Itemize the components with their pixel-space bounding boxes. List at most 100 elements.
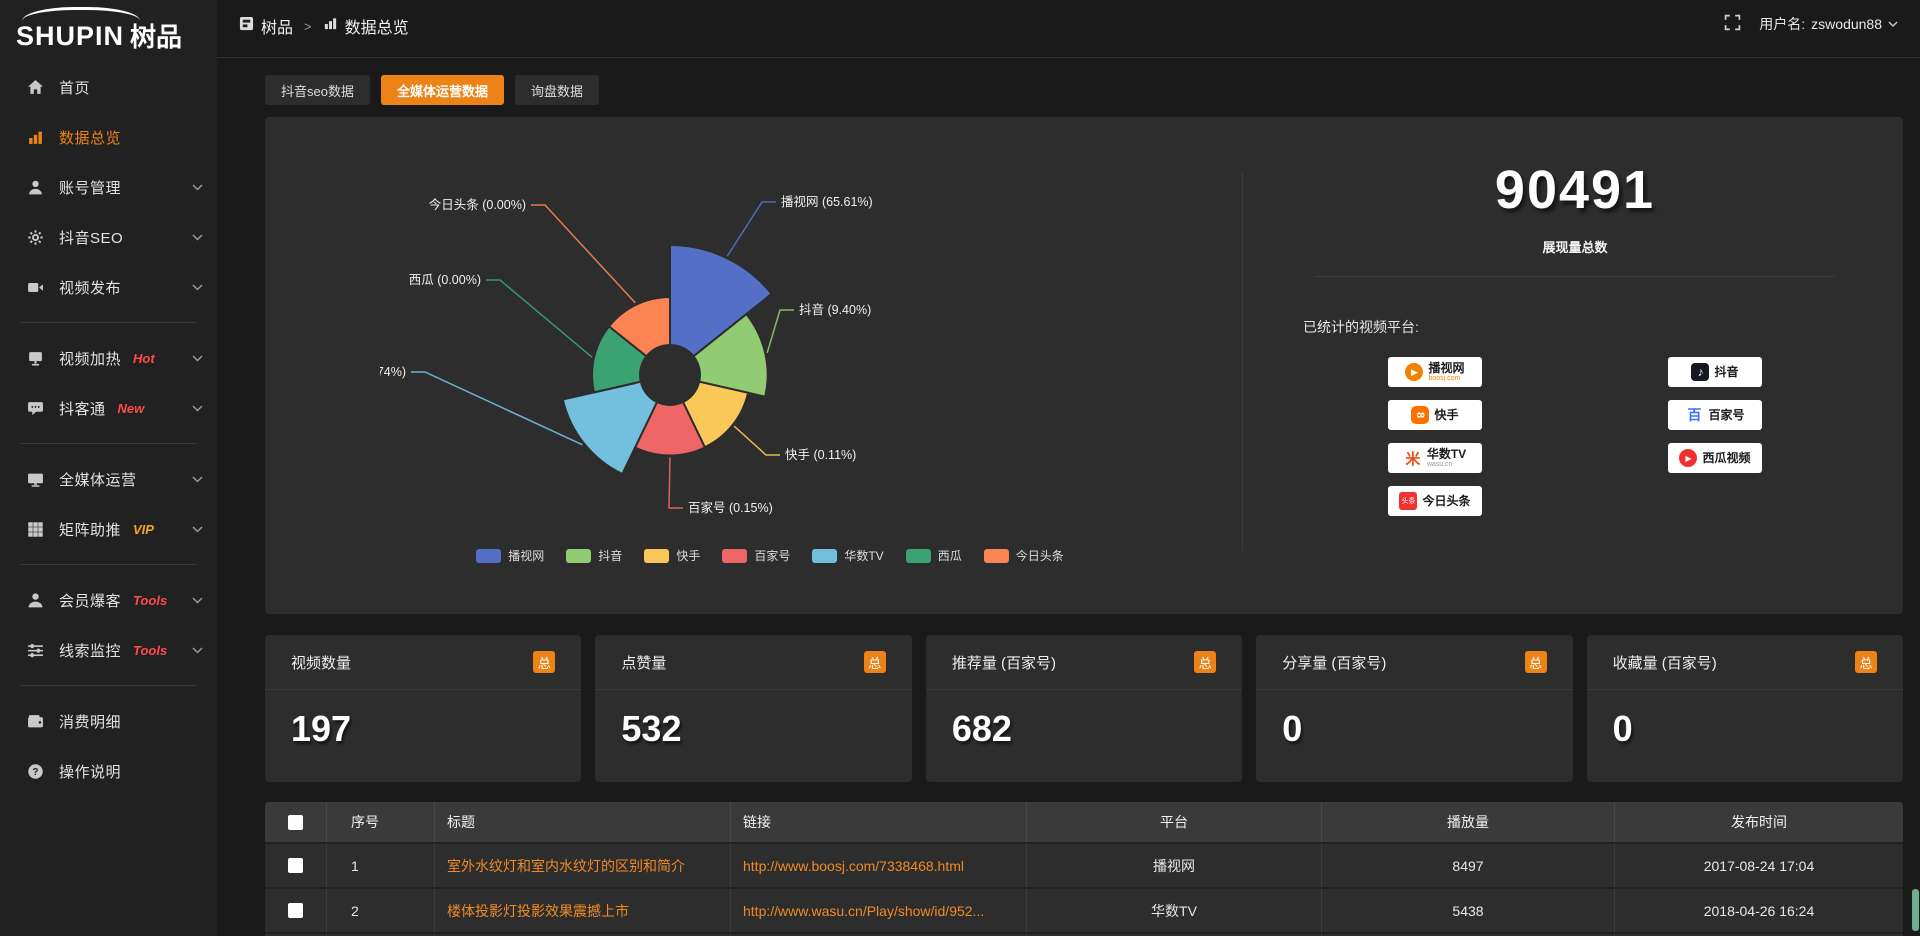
pie-slice-wasu[interactable] <box>561 380 659 476</box>
stat-card-header: 视频数量 总 <box>265 635 582 690</box>
breadcrumb-root[interactable]: 树品 <box>261 20 294 37</box>
overview-chart-panel: 播视网 (65.61%) 抖音 (9.40%) 快手 (0.11%) 百家号 (0.1… <box>265 117 1903 614</box>
legend-item-toutiao[interactable]: 今日头条 <box>983 547 1064 564</box>
sidebar-item-douketong[interactable]: 抖客通 New <box>0 383 217 433</box>
pie-label-xigua: 西瓜 (0.00%) <box>409 273 481 287</box>
sidebar-item-label: 全媒体运营 <box>59 471 137 489</box>
total-badge[interactable]: 总 <box>1194 651 1217 673</box>
cell-url-link[interactable]: http://www.wasu.cn/Play/show/id/952... <box>731 889 1027 932</box>
user-icon <box>27 179 44 196</box>
cell-plays: 5438 <box>1322 889 1615 932</box>
breadcrumb: 树品 > 数据总览 <box>239 14 409 38</box>
sidebar-item-omnimedia-operation[interactable]: 全媒体运营 <box>0 454 217 504</box>
stat-card-title: 视频数量 <box>291 654 352 672</box>
sidebar-item-home[interactable]: 首页 <box>0 62 217 112</box>
sidebar-item-video-heating[interactable]: 视频加热 Hot <box>0 333 217 383</box>
app-logo[interactable]: SHUPIN 树品 <box>0 0 217 58</box>
logo-brand-cn: 树品 <box>130 22 183 52</box>
chevron-down-icon <box>1888 21 1898 27</box>
platform-name: 播视网 <box>1428 360 1465 375</box>
column-header-title: 标题 <box>435 802 731 842</box>
pie-label-line-xigua <box>486 279 593 358</box>
pie-slice-boosj[interactable] <box>669 243 774 358</box>
pie-label-toutiao: 今日头条 (0.00%) <box>429 197 526 212</box>
chevron-down-icon <box>192 646 203 654</box>
platform-badge-toutiao[interactable]: 头条 今日头条 <box>1388 486 1482 516</box>
platform-badge-xigua[interactable]: ▶ 西瓜视频 <box>1668 443 1762 473</box>
legend-label: 抖音 <box>598 549 623 563</box>
douyin-logo: ♪ <box>1691 363 1710 381</box>
sidebar-item-consumption-details[interactable]: 消费明细 <box>0 696 217 746</box>
sidebar-item-operation-guide[interactable]: ? 操作说明 <box>0 746 217 796</box>
platform-badge-kuaishou[interactable]: 8 快手 <box>1388 400 1482 430</box>
platform-badge-boosj[interactable]: ▶ 播视网 boosj.com <box>1388 357 1482 387</box>
cell-index: 1 <box>327 844 435 887</box>
chevron-down-icon <box>192 475 203 483</box>
logo-arc-decoration <box>22 7 140 21</box>
legend-item-kuaishou[interactable]: 快手 <box>644 547 700 564</box>
pie-slice-baijiahao[interactable] <box>633 400 707 457</box>
sidebar-item-douyin-seo[interactable]: 抖音SEO <box>0 212 217 262</box>
platform-badge-douyin[interactable]: ♪ 抖音 <box>1668 357 1762 387</box>
impressions-total-label: 展现量总数 <box>1542 240 1608 255</box>
legend-item-xigua[interactable]: 西瓜 <box>905 547 962 564</box>
video-camera-icon <box>27 279 44 296</box>
stat-card-value: 682 <box>951 708 1012 749</box>
sidebar-item-label: 数据总览 <box>59 129 122 147</box>
sidebar-divider <box>20 685 197 686</box>
pie-label-wasu: 华数TV (24.74%) <box>380 364 406 379</box>
legend-label: 今日头条 <box>1015 549 1064 563</box>
pie-slice-xigua[interactable] <box>591 324 648 394</box>
tab-omnimedia-operation-data[interactable]: 全媒体运营数据 <box>380 75 504 105</box>
platform-badge-wasu[interactable]: 米 华数TV wasu.cn <box>1388 443 1482 473</box>
summary-divider <box>1315 276 1835 277</box>
gear-icon <box>27 229 44 246</box>
sidebar-item-lead-monitoring[interactable]: 线索监控 Tools <box>0 625 217 675</box>
legend-item-baijiahao[interactable]: 百家号 <box>722 547 790 564</box>
legend-swatch <box>905 548 931 563</box>
row-checkbox[interactable] <box>288 903 303 918</box>
total-badge[interactable]: 总 <box>533 651 556 673</box>
pie-slice-douyin[interactable] <box>692 312 769 398</box>
sidebar-item-label: 线索监控 <box>59 642 122 660</box>
stat-card-value: 197 <box>291 708 352 749</box>
platform-badge-baijiahao[interactable]: 百 百家号 <box>1668 400 1762 430</box>
nightingale-rose-chart: 播视网 (65.61%) 抖音 (9.40%) 快手 (0.11%) 百家号 (0.1… <box>380 194 873 515</box>
select-all-checkbox[interactable] <box>288 814 303 830</box>
stat-card-value: 0 <box>1282 708 1303 749</box>
stat-cards-row: 视频数量 总 197 点赞量 总 532 推荐量 (百家号) 总 682 分享量… <box>265 635 1904 782</box>
cell-url-link[interactable]: http://www.boosj.com/7338468.html <box>731 844 1027 887</box>
column-header-link: 链接 <box>731 802 1027 842</box>
row-checkbox[interactable] <box>288 858 303 873</box>
logo-brand-en: SHUPIN <box>16 21 125 51</box>
stat-card-header: 收藏量 (百家号) 总 <box>1586 635 1904 690</box>
tab-inquiry-data[interactable]: 询盘数据 <box>514 75 599 105</box>
pie-slice-toutiao[interactable] <box>607 295 671 358</box>
platform-name: 西瓜视频 <box>1702 450 1751 465</box>
total-badge[interactable]: 总 <box>863 651 886 673</box>
total-badge[interactable]: 总 <box>1855 651 1878 673</box>
member-icon <box>27 592 44 609</box>
toutiao-logo: 头条 <box>1399 492 1418 510</box>
sidebar-item-matrix-boost[interactable]: 矩阵助推 VIP <box>0 504 217 554</box>
fullscreen-icon[interactable] <box>1724 14 1741 34</box>
page-scrollbar-thumb[interactable] <box>1912 889 1919 931</box>
tab-douyin-seo-data[interactable]: 抖音seo数据 <box>265 75 370 105</box>
user-menu[interactable]: 用户名: zswodun88 <box>1759 14 1898 34</box>
top-bar: 树品 > 数据总览 用户名: zswodun88 <box>217 0 1920 58</box>
wallet-icon <box>27 713 44 730</box>
legend-label: 华数TV <box>844 549 884 563</box>
sidebar-item-video-publish[interactable]: 视频发布 <box>0 262 217 312</box>
sidebar-item-member-baoke[interactable]: 会员爆客 Tools <box>0 575 217 625</box>
legend-item-boosj[interactable]: 播视网 <box>476 547 544 564</box>
legend-item-douyin[interactable]: 抖音 <box>566 547 622 564</box>
legend-label: 播视网 <box>508 549 545 563</box>
total-badge[interactable]: 总 <box>1524 651 1547 673</box>
legend-item-wasu[interactable]: 华数TV <box>812 547 884 564</box>
pie-slice-kuaishou[interactable] <box>681 380 750 449</box>
table-row: 2 楼体投影灯投影效果震撼上市 http://www.wasu.cn/Play/… <box>265 887 1903 932</box>
sidebar-item-data-overview[interactable]: 数据总览 <box>0 112 217 162</box>
cell-title-link[interactable]: 室外水纹灯和室内水纹灯的区别和简介 <box>435 844 731 887</box>
cell-title-link[interactable]: 楼体投影灯投影效果震撼上市 <box>435 889 731 932</box>
sidebar-item-account-management[interactable]: 账号管理 <box>0 162 217 212</box>
